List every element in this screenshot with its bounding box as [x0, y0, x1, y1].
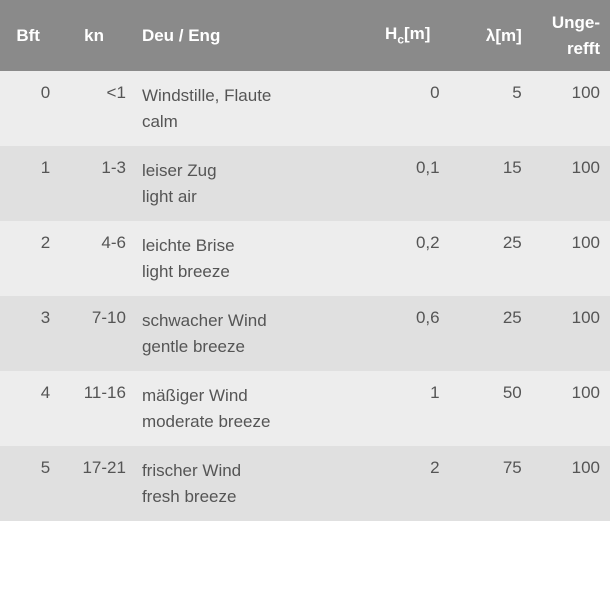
table-row: 0<1Windstille, Flautecalm05100: [0, 71, 610, 146]
col-header-bft: Bft: [0, 0, 56, 71]
desc-en: gentle breeze: [142, 334, 364, 360]
table-row: 37-10schwacher Windgentle breeze0,625100: [0, 296, 610, 371]
table-row: 517-21frischer Windfresh breeze275100: [0, 446, 610, 521]
cell-kn: 4-6: [56, 221, 132, 296]
cell-kn: 1-3: [56, 146, 132, 221]
cell-bft: 5: [0, 446, 56, 521]
col-header-kn: kn: [56, 0, 132, 71]
cell-unge: 100: [528, 221, 610, 296]
hc-pre: H: [385, 24, 397, 43]
cell-unge: 100: [528, 371, 610, 446]
cell-lambda: 25: [446, 221, 528, 296]
cell-hc: 1: [370, 371, 446, 446]
beaufort-table: Bft kn Deu / Eng Hc[m] λ[m] Unge- refft …: [0, 0, 610, 521]
cell-desc: leichte Briselight breeze: [132, 221, 370, 296]
hc-sub: c: [397, 33, 404, 47]
desc-de: mäßiger Wind: [142, 383, 364, 409]
desc-en: calm: [142, 109, 364, 135]
cell-desc: frischer Windfresh breeze: [132, 446, 370, 521]
cell-desc: schwacher Windgentle breeze: [132, 296, 370, 371]
cell-hc: 0,6: [370, 296, 446, 371]
desc-de: schwacher Wind: [142, 308, 364, 334]
desc-en: fresh breeze: [142, 484, 364, 510]
cell-bft: 0: [0, 71, 56, 146]
table-row: 411-16mäßiger Windmoderate breeze150100: [0, 371, 610, 446]
unge-line1: Unge-: [534, 10, 600, 36]
cell-unge: 100: [528, 446, 610, 521]
cell-lambda: 75: [446, 446, 528, 521]
desc-de: leichte Brise: [142, 233, 364, 259]
cell-lambda: 50: [446, 371, 528, 446]
col-header-desc: Deu / Eng: [132, 0, 370, 71]
cell-desc: leiser Zuglight air: [132, 146, 370, 221]
desc-de: leiser Zug: [142, 158, 364, 184]
col-header-hc: Hc[m]: [370, 0, 446, 71]
table-body: 0<1Windstille, Flautecalm0510011-3leiser…: [0, 71, 610, 521]
hc-post: [m]: [404, 24, 430, 43]
cell-unge: 100: [528, 71, 610, 146]
desc-en: light breeze: [142, 259, 364, 285]
desc-de: frischer Wind: [142, 458, 364, 484]
desc-en: moderate breeze: [142, 409, 364, 435]
cell-desc: Windstille, Flautecalm: [132, 71, 370, 146]
cell-hc: 2: [370, 446, 446, 521]
table-row: 11-3leiser Zuglight air0,115100: [0, 146, 610, 221]
cell-kn: 7-10: [56, 296, 132, 371]
cell-lambda: 15: [446, 146, 528, 221]
cell-bft: 4: [0, 371, 56, 446]
cell-kn: 17-21: [56, 446, 132, 521]
desc-en: light air: [142, 184, 364, 210]
cell-bft: 3: [0, 296, 56, 371]
cell-hc: 0,1: [370, 146, 446, 221]
header-row: Bft kn Deu / Eng Hc[m] λ[m] Unge- refft: [0, 0, 610, 71]
unge-line2: refft: [534, 36, 600, 62]
cell-kn: 11-16: [56, 371, 132, 446]
table-row: 24-6leichte Briselight breeze0,225100: [0, 221, 610, 296]
col-header-unge: Unge- refft: [528, 0, 610, 71]
desc-de: Windstille, Flaute: [142, 83, 364, 109]
col-header-lambda: λ[m]: [446, 0, 528, 71]
cell-unge: 100: [528, 296, 610, 371]
cell-unge: 100: [528, 146, 610, 221]
cell-kn: <1: [56, 71, 132, 146]
cell-hc: 0,2: [370, 221, 446, 296]
cell-lambda: 5: [446, 71, 528, 146]
cell-bft: 1: [0, 146, 56, 221]
cell-hc: 0: [370, 71, 446, 146]
cell-bft: 2: [0, 221, 56, 296]
cell-desc: mäßiger Windmoderate breeze: [132, 371, 370, 446]
cell-lambda: 25: [446, 296, 528, 371]
